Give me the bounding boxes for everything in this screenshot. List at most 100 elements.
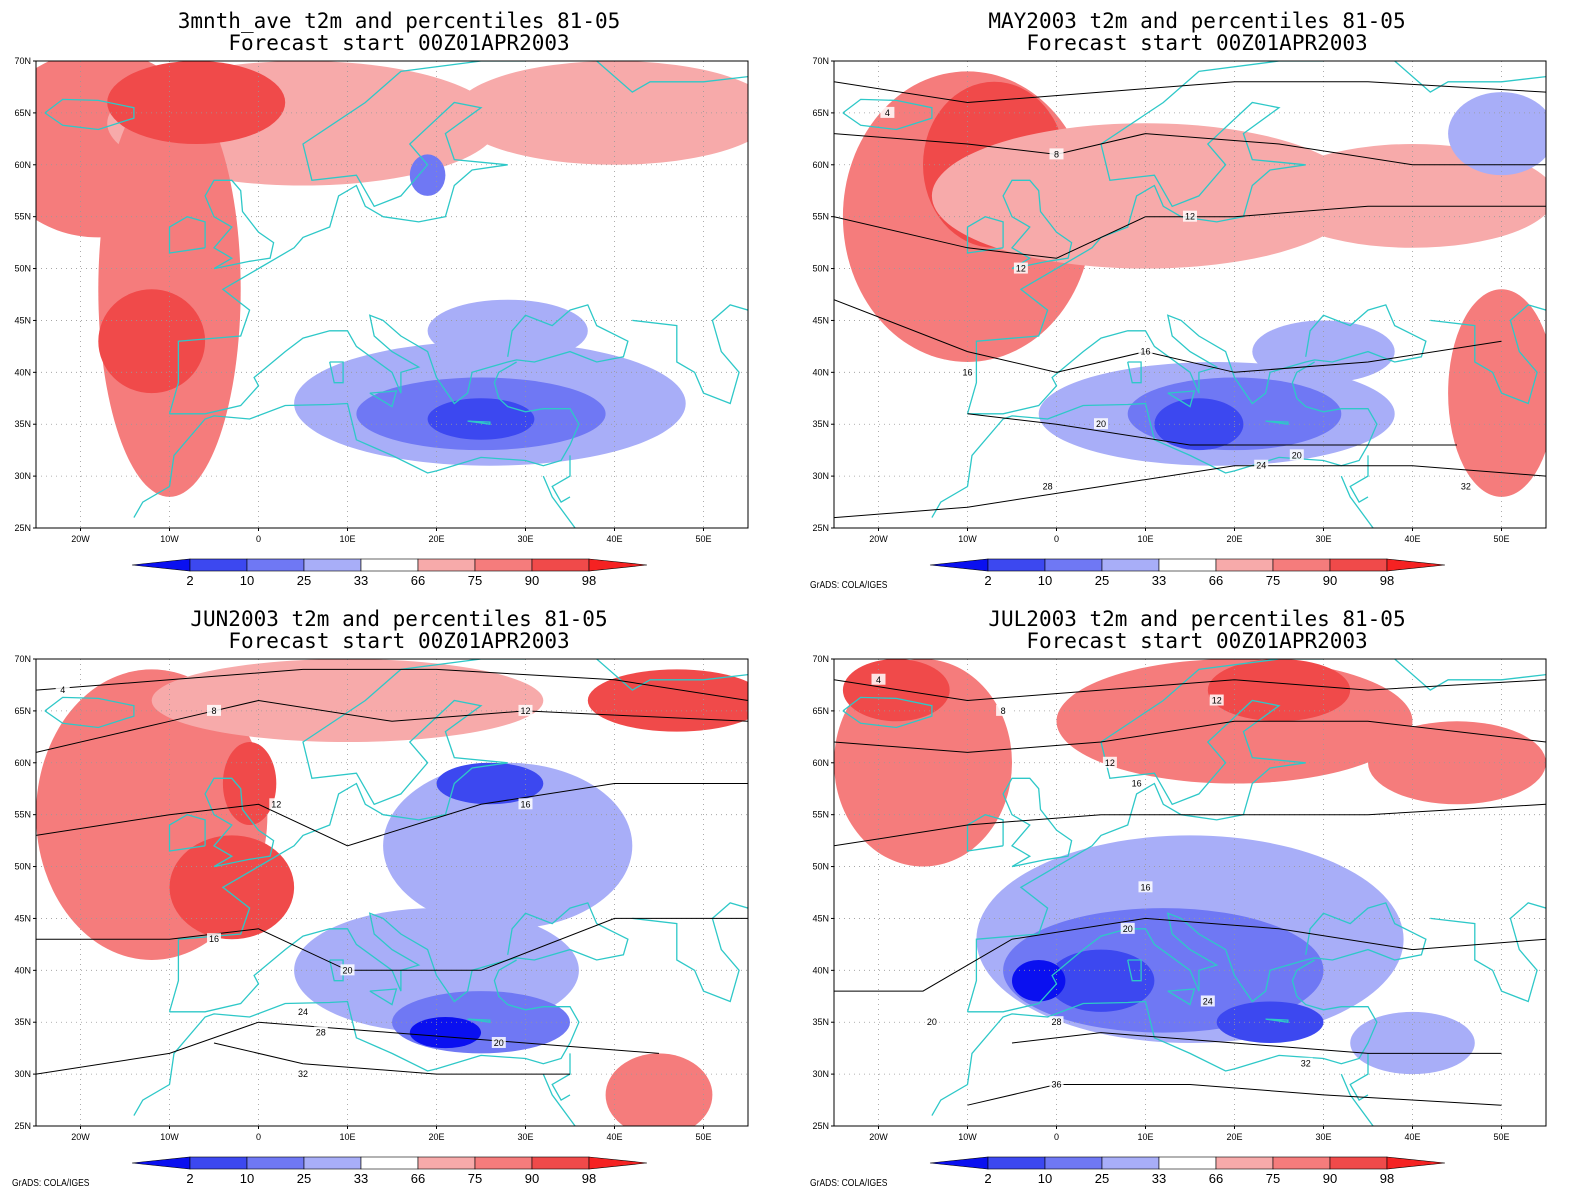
contour-label: 8 [1001,706,1006,716]
contour-label-bg [340,964,355,976]
lon-label: 50E [695,1132,711,1142]
credit-label: GrADS: COLA/IGES [810,1178,888,1189]
lon-label: 40E [1404,1132,1420,1142]
colorbar-segment [474,558,533,572]
isotherm-line [834,917,1546,992]
contour-label: 32 [298,1069,308,1079]
lat-label: 25N [812,1121,829,1131]
lat-label: 30N [812,1069,829,1079]
colorbar-label: 25 [1095,1171,1109,1186]
colorbar-segment [246,1156,305,1170]
isotherm-line [834,720,1546,753]
contour-label-bg [491,1036,506,1048]
lat-label: 50N [14,264,31,274]
colorbar: 2 10 25 33 66 75 90 98 [131,1156,648,1186]
contour-label-bg [518,704,533,716]
lat-label: 55N [812,212,829,222]
coastline [369,390,398,408]
coastline [1430,304,1546,405]
colorbar-arrow-right [588,558,648,572]
contour-label: 16 [962,367,972,377]
lon-label: 0 [256,534,261,544]
contour-label: 12 [1016,264,1026,274]
lat-label: 30N [812,471,829,481]
isotherm-line [834,205,1546,259]
contour-label-bg [1013,262,1028,274]
contour-label: 4 [885,108,890,118]
lat-label: 25N [14,1121,31,1131]
contour-label: 28 [1051,1017,1061,1027]
percentile-area [222,742,277,826]
contour-label: 20 [1123,924,1133,934]
contour-label: 20 [342,965,352,975]
isotherm-line [213,1042,570,1075]
contour-label: 16 [209,934,219,944]
lat-label: 35N [812,1017,829,1027]
colorbar-label: 98 [1380,573,1394,588]
coastline [1167,390,1196,408]
lon-label: 30E [517,1132,533,1142]
colorbar-label: 66 [1209,1171,1223,1186]
coastline [967,304,1427,415]
colorbar: 2 10 25 33 66 75 90 98 [929,558,1446,588]
lat-label: 55N [14,212,31,222]
contour-label: 32 [1461,481,1471,491]
lat-label: 40N [812,367,829,377]
lat-label: 60N [812,160,829,170]
isotherm-line [834,133,1546,166]
isotherm-line [1011,1032,1502,1054]
contour-label-bg [1129,777,1144,789]
colorbar-label: 98 [582,573,596,588]
coastline [467,420,491,425]
percentile-area [605,1053,713,1126]
contour-label-bg [1138,881,1153,893]
coastline [551,455,571,503]
map-frame [833,658,1547,1127]
contour-label-bg [1209,694,1224,706]
coastline [1167,988,1196,1006]
percentile-area [587,669,748,732]
coastline [842,98,933,131]
colorbar-segment [1272,1156,1331,1170]
coastline [1340,1073,1374,1126]
contour-label: 4 [876,675,881,685]
isotherm-line [967,413,1457,446]
contour-label-bg [207,704,221,716]
coastline [966,215,1004,254]
coastline [204,179,275,270]
colorbar-segment [1044,558,1103,572]
colorbar-arrow-right [1386,1156,1446,1170]
map-panel: 3mnth_ave t2m and percentiles 81-05 Fore… [0,0,798,598]
lat-label: 55N [14,810,31,820]
colorbar-segment [987,1156,1046,1170]
map-frame [35,658,749,1127]
colorbar-segment [417,1156,476,1170]
colorbar-label: 33 [354,573,368,588]
colorbar-arrow-left [131,558,191,572]
coastline [632,304,748,405]
percentile-area [427,398,535,440]
lon-label: 20W [71,1132,90,1142]
colorbar-segment [1158,1156,1217,1170]
colorbar-segment [474,1156,533,1170]
map-title: JUN2003 t2m and percentiles 81-05 [190,607,608,631]
colorbar-label: 75 [468,573,482,588]
coastline [966,813,1004,852]
contour-label-bg [1200,995,1215,1007]
contour-label: 8 [1054,149,1059,159]
colorbar-segment [1101,1156,1160,1170]
colorbar-label: 25 [1095,573,1109,588]
colorbar-segment [1101,558,1160,572]
colorbar-segment [360,1156,419,1170]
coastline [44,696,135,729]
colorbar-label: 33 [1152,1171,1166,1186]
lat-label: 45N [812,315,829,325]
coastline [168,659,526,1012]
lon-label: 50E [1493,1132,1509,1142]
contour-label-bg [880,106,895,118]
lat-label: 25N [14,523,31,533]
coastline [967,902,1427,1013]
contour-label: 28 [1043,481,1053,491]
colorbar-segment [246,558,305,572]
contour-label: 12 [1212,696,1222,706]
